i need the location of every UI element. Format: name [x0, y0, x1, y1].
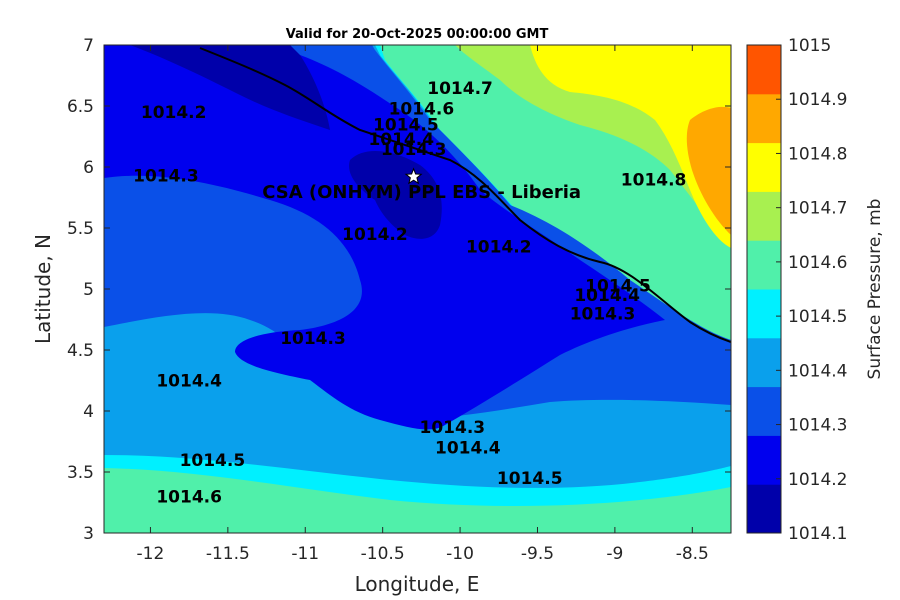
- colorbar-tick-label: 1014.4: [788, 361, 847, 381]
- x-tick-label: -11.5: [206, 544, 250, 564]
- y-axis-ticks: 3 3.5 4 4.5 5 5.5 6 6.5 7: [67, 36, 731, 544]
- region-1014-1b: [349, 150, 442, 239]
- colorbar-tick-label: 1015: [788, 36, 831, 56]
- contour-label: 1014.3: [133, 167, 199, 187]
- y-tick-label: 6.5: [67, 97, 94, 117]
- colorbar-tick-label: 1014.7: [788, 199, 847, 219]
- y-tick-label: 4.5: [67, 341, 94, 361]
- contour-label: 1014.7: [427, 79, 493, 99]
- contour-label: 1014.5: [497, 469, 563, 489]
- contour-label: 1014.5: [180, 451, 246, 471]
- x-tick-label: -10.5: [361, 544, 405, 564]
- x-tick-label: -8.5: [676, 544, 709, 564]
- x-axis-label: Longitude, E: [355, 572, 480, 596]
- contour-label: 1014.5: [373, 115, 439, 135]
- contour-label: 1014.4: [435, 439, 501, 459]
- contour-label: 1014.5: [585, 276, 651, 296]
- site-marker-layer: CSA (ONHYM) PPL EBS - Liberia: [262, 167, 581, 203]
- y-tick-label: 3.5: [67, 463, 94, 483]
- colorbar-tick-label: 1014.2: [788, 470, 847, 490]
- contour-label: 1014.3: [381, 140, 447, 160]
- colorbar-segment: [747, 484, 781, 534]
- colorbar-segment: [747, 142, 781, 192]
- colorbar: 1014.1 1014.2 1014.3 1014.4 1014.5 1014.6 1014…: [746, 36, 847, 544]
- y-tick-label: 7: [83, 36, 94, 56]
- x-tick-label: -9: [606, 544, 623, 564]
- contour-label: 1014.3: [420, 418, 486, 438]
- y-axis-label: Latitude, N: [31, 234, 55, 344]
- contour-label: 1014.4: [368, 130, 434, 150]
- colorbar-tick-label: 1014.3: [788, 416, 847, 436]
- x-tick-label: -12: [137, 544, 165, 564]
- contour-fill: [104, 45, 731, 533]
- x-tick-label: -11: [291, 544, 319, 564]
- contour-label: 1014.8: [621, 170, 687, 190]
- contour-label: 1014.2: [466, 237, 532, 257]
- contour-label: 1014.2: [342, 225, 408, 245]
- x-tick-label: -10: [446, 544, 474, 564]
- region-1014-8: [530, 45, 731, 248]
- contour-labels: 1014.21014.31014.21014.21014.31014.31014…: [133, 79, 686, 508]
- y-tick-label: 4: [83, 402, 94, 422]
- colorbar-tick-label: 1014.5: [788, 307, 847, 327]
- chart-title: Valid for 20-Oct-2025 00:00:00 GMT: [286, 27, 549, 42]
- contour-label: 1014.4: [574, 286, 640, 306]
- colorbar-segment: [747, 240, 781, 290]
- colorbar-segment: [747, 191, 781, 241]
- colorbar-segment: [747, 45, 781, 95]
- colorbar-segment: [747, 289, 781, 339]
- y-tick-label: 3: [83, 524, 94, 544]
- contour-label: 1014.3: [570, 305, 636, 325]
- site-star-marker: [404, 167, 423, 185]
- colorbar-frame: [746, 44, 782, 534]
- y-tick-label: 5.5: [67, 219, 94, 239]
- colorbar-segment: [747, 435, 781, 485]
- x-axis-ticks: -12 -11.5 -11 -10.5 -10 -9.5 -9 -8.5: [137, 45, 709, 564]
- colorbar-segment: [747, 93, 781, 144]
- colorbar-tick-label: 1014.8: [788, 144, 847, 164]
- y-tick-label: 5: [83, 280, 94, 300]
- colorbar-tick-label: 1014.1: [788, 524, 847, 544]
- colorbar-tick-label: 1014.9: [788, 90, 847, 110]
- contour-label: 1014.6: [156, 488, 222, 508]
- colorbar-tick-label: 1014.6: [788, 253, 847, 273]
- region-1014-9: [686, 106, 731, 235]
- contour-label: 1014.3: [280, 329, 346, 349]
- contour-label: 1014.4: [156, 372, 222, 392]
- coastline: [199, 47, 731, 343]
- colorbar-segment: [747, 386, 781, 436]
- contour-label: 1014.2: [141, 103, 207, 123]
- contour-label: 1014.6: [389, 100, 455, 120]
- region-1014-1: [130, 45, 330, 130]
- site-label: CSA (ONHYM) PPL EBS - Liberia: [262, 182, 581, 203]
- colorbar-label: Surface Pressure, mb: [865, 199, 885, 380]
- region-1014-2: [104, 45, 665, 430]
- x-tick-label: -9.5: [521, 544, 554, 564]
- colorbar-segment: [747, 337, 781, 388]
- y-tick-label: 6: [83, 158, 94, 178]
